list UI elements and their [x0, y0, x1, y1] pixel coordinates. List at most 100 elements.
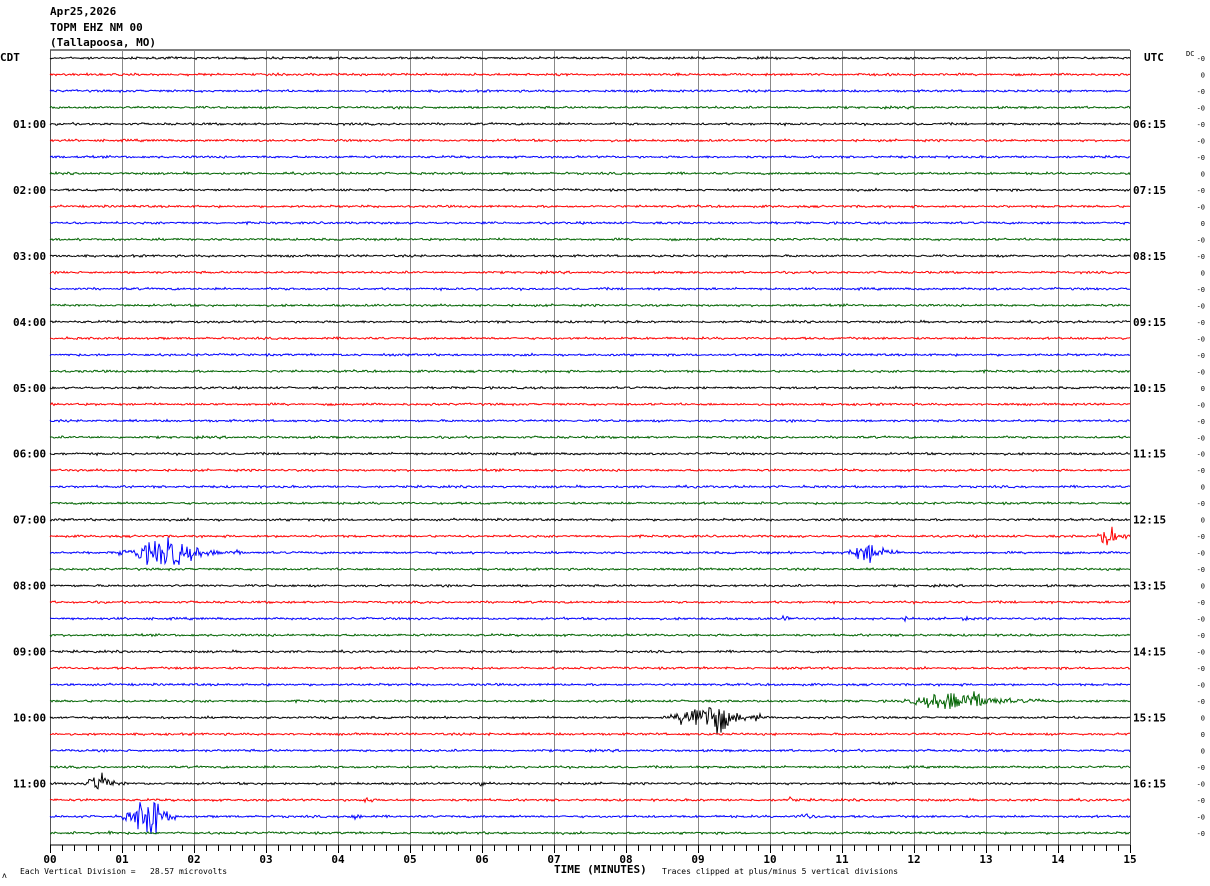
dc-offset-value: -0 — [1197, 401, 1205, 409]
right-hour-labels: 06:15 07:15 08:15 09:15 10:15 11:15 12:15 13:15… — [1133, 118, 1166, 791]
right-hour-label: 13:15 — [1133, 580, 1166, 593]
dc-offset-value: -0 — [1197, 698, 1205, 706]
dc-offset-value: 0 — [1201, 220, 1205, 228]
x-tick-label: 01 — [115, 853, 129, 866]
date-label: Apr25,2026 — [50, 5, 117, 18]
right-hour-label: 15:15 — [1133, 712, 1166, 725]
trace-40 — [49, 707, 1131, 735]
x-tick-label: 02 — [187, 853, 200, 866]
x-tick-label: 03 — [259, 853, 272, 866]
right-hour-label: 08:15 — [1133, 250, 1166, 263]
trace-45 — [49, 795, 1131, 804]
left-hour-label: 11:00 — [13, 778, 46, 791]
dc-offset-value: -0 — [1197, 187, 1205, 195]
x-tick-label: 13 — [979, 853, 992, 866]
trace-18 — [49, 352, 1131, 358]
left-hour-label: 08:00 — [13, 580, 46, 593]
x-tick-label: 11 — [835, 853, 849, 866]
x-tick-label: 15 — [1123, 853, 1136, 866]
x-tick-label: 05 — [403, 853, 416, 866]
trace-14 — [49, 286, 1130, 292]
dc-offset-value: -0 — [1197, 121, 1205, 129]
left-hour-labels: 01:00 02:00 03:00 04:00 05:00 06:00 07:00 08:00… — [13, 118, 46, 791]
trace-42 — [50, 748, 1131, 754]
right-hour-label: 14:15 — [1133, 646, 1166, 659]
dc-offset-value: -0 — [1197, 88, 1205, 96]
dc-offset-value: -0 — [1197, 649, 1205, 657]
dc-offset-value: -0 — [1197, 319, 1205, 327]
dc-offset-value: -0 — [1197, 154, 1205, 162]
trace-10 — [49, 220, 1131, 226]
dc-offset-value: 0 — [1201, 715, 1205, 723]
trace-16 — [49, 319, 1131, 325]
dc-offset-value: -0 — [1197, 616, 1205, 624]
x-tick-label: 06 — [475, 853, 489, 866]
traces — [49, 55, 1131, 836]
trace-6 — [49, 154, 1131, 160]
location-label: (Tallapoosa, MO) — [50, 36, 156, 49]
trace-27 — [49, 500, 1131, 506]
right-hour-label: 06:15 — [1133, 118, 1166, 131]
trace-1 — [49, 72, 1131, 77]
trace-32 — [49, 583, 1131, 589]
dc-offset-value: -0 — [1197, 104, 1205, 112]
trace-34 — [49, 614, 1131, 623]
dc-offset-value: 0 — [1201, 484, 1205, 492]
minute-grid — [50, 49, 1131, 845]
trace-37 — [49, 665, 1131, 671]
dc-offset-value: -0 — [1197, 665, 1205, 673]
x-tick-label: 08 — [619, 853, 632, 866]
dc-offset-value: -0 — [1197, 286, 1205, 294]
trace-47 — [50, 830, 1131, 836]
dc-offset-value: -0 — [1197, 467, 1205, 475]
trace-29 — [49, 526, 1131, 546]
left-hour-label: 04:00 — [13, 316, 46, 329]
clip-note: Traces clipped at plus/minus 5 vertical … — [662, 867, 898, 876]
trace-20 — [49, 385, 1131, 391]
trace-28 — [49, 517, 1130, 522]
trace-19 — [49, 369, 1131, 374]
dc-offset-value: -0 — [1197, 434, 1205, 442]
trace-43 — [49, 764, 1131, 770]
trace-15 — [49, 302, 1131, 308]
dc-offset-value: -0 — [1197, 352, 1205, 360]
dc-offset-value: 0 — [1201, 269, 1205, 277]
trace-39 — [49, 691, 1131, 710]
dc-offset-value: 0 — [1201, 583, 1205, 591]
left-hour-label: 10:00 — [13, 712, 46, 725]
left-hour-label: 07:00 — [13, 514, 46, 527]
trace-13 — [49, 270, 1131, 275]
dc-offset-value: -0 — [1197, 368, 1205, 376]
dc-offsets: -0 0 -0 -0 -0 -0 -0 0 -0 -0 0 -0 -0 0 -0 -0 -0 -0 -0 -0 0 -0 -… — [1197, 55, 1205, 838]
dc-offset-value: -0 — [1197, 203, 1205, 211]
dc-offset-value: 0 — [1201, 385, 1205, 393]
dc-offset-value: -0 — [1197, 781, 1205, 789]
trace-35 — [49, 632, 1131, 638]
trace-11 — [49, 237, 1131, 242]
dc-offset-value: -0 — [1197, 500, 1205, 508]
dc-offset-value: -0 — [1197, 797, 1205, 805]
trace-9 — [49, 204, 1131, 209]
left-timezone-label: CDT — [0, 51, 20, 64]
trace-5 — [49, 138, 1131, 143]
right-hour-label: 10:15 — [1133, 382, 1166, 395]
left-hour-label: 03:00 — [13, 250, 46, 263]
dc-offset-value: -0 — [1197, 599, 1205, 607]
x-axis-title: TIME (MINUTES) — [554, 863, 647, 876]
trace-30 — [49, 537, 1131, 566]
trace-3 — [49, 105, 1131, 110]
trace-7 — [49, 170, 1131, 176]
x-tick-label: 07 — [547, 853, 560, 866]
left-hour-label: 05:00 — [13, 382, 46, 395]
trace-0 — [49, 55, 1131, 61]
trace-24 — [49, 451, 1131, 457]
trace-25 — [49, 467, 1131, 473]
dc-offset-value: 0 — [1201, 731, 1205, 739]
dc-offset-value: 0 — [1201, 71, 1205, 79]
trace-23 — [49, 434, 1131, 440]
dc-offset-value: -0 — [1197, 236, 1205, 244]
trace-31 — [49, 567, 1131, 572]
trace-2 — [49, 88, 1131, 94]
x-axis: 00 01 02 03 04 05 06 07 08 09 10 11 12 13 14 15 — [43, 844, 1137, 866]
